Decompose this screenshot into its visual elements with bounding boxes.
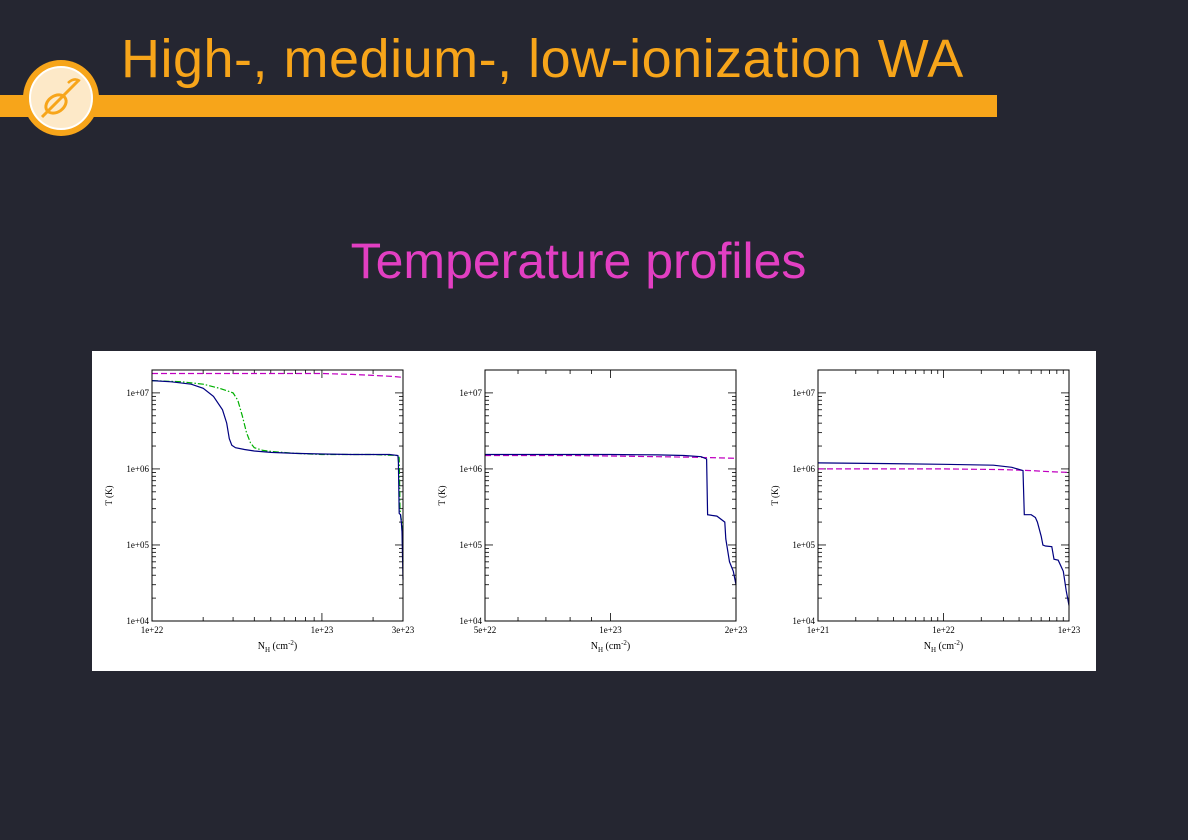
y-tick-label: 1e+04 <box>792 616 815 626</box>
x-tick-label: 2e+23 <box>725 625 748 635</box>
x-tick-label: 1e+22 <box>932 625 955 635</box>
plot-frame <box>817 369 1070 622</box>
y-axis-label: T (K) <box>437 485 447 505</box>
temperature-profile-charts: 1e+04 1e+05 1e+06 1e+07 1e+22 1e+23 3e+23 T (K)… <box>104 369 1081 654</box>
series-line-solid <box>151 380 404 580</box>
y-tick-label: 1e+04 <box>126 616 149 626</box>
slide-title: High-, medium-, low-ionization WA <box>121 29 964 89</box>
slide-subtitle: Temperature profiles <box>350 233 807 289</box>
charts-panel: 1e+04 1e+05 1e+06 1e+07 1e+22 1e+23 3e+23 T (K)… <box>92 351 1096 671</box>
x-tick-label: 1e+21 <box>807 625 830 635</box>
x-tick-label: 1e+23 <box>599 625 622 635</box>
y-tick-label: 1e+07 <box>792 388 815 398</box>
y-tick-label: 1e+06 <box>126 464 149 474</box>
x-axis-label: NH (cm-2) <box>258 639 298 654</box>
y-tick-label: 1e+05 <box>792 540 815 550</box>
plot-frame <box>484 369 737 622</box>
y-tick-label: 1e+07 <box>459 388 482 398</box>
plot-frame <box>151 369 404 622</box>
chart-2: 1e+04 1e+05 1e+06 1e+07 5e+22 1e+23 2e+23 T (K)… <box>437 369 748 654</box>
x-axis-label: NH (cm-2) <box>591 639 631 654</box>
y-tick-label: 1e+05 <box>126 540 149 550</box>
y-tick-label: 1e+05 <box>459 540 482 550</box>
y-tick-label: 1e+06 <box>459 464 482 474</box>
chart-1: 1e+04 1e+05 1e+06 1e+07 1e+22 1e+23 3e+23 T (K)… <box>104 369 415 654</box>
telescope-logo-icon <box>22 59 100 137</box>
y-tick-label: 1e+07 <box>126 388 149 398</box>
series-line-dashed <box>485 454 737 459</box>
x-tick-label: 1e+22 <box>141 625 164 635</box>
x-tick-label: 1e+23 <box>311 625 334 635</box>
series-line-dashed <box>818 468 1070 473</box>
chart-3: 1e+04 1e+05 1e+06 1e+07 1e+21 1e+22 1e+23 T (K)… <box>770 369 1081 654</box>
series-line-dashed <box>152 372 404 378</box>
x-tick-label: 3e+23 <box>392 625 415 635</box>
series-line-solid <box>485 453 737 585</box>
x-tick-label: 5e+22 <box>474 625 497 635</box>
series-line-solid <box>817 462 1070 606</box>
series-line-dashdot <box>151 380 404 562</box>
y-tick-label: 1e+06 <box>792 464 815 474</box>
y-axis-label: T (K) <box>770 485 780 505</box>
x-tick-label: 1e+23 <box>1058 625 1081 635</box>
x-axis-label: NH (cm-2) <box>924 639 964 654</box>
y-axis-label: T (K) <box>104 485 114 505</box>
title-underline-bar <box>0 95 997 117</box>
y-tick-label: 1e+04 <box>459 616 482 626</box>
